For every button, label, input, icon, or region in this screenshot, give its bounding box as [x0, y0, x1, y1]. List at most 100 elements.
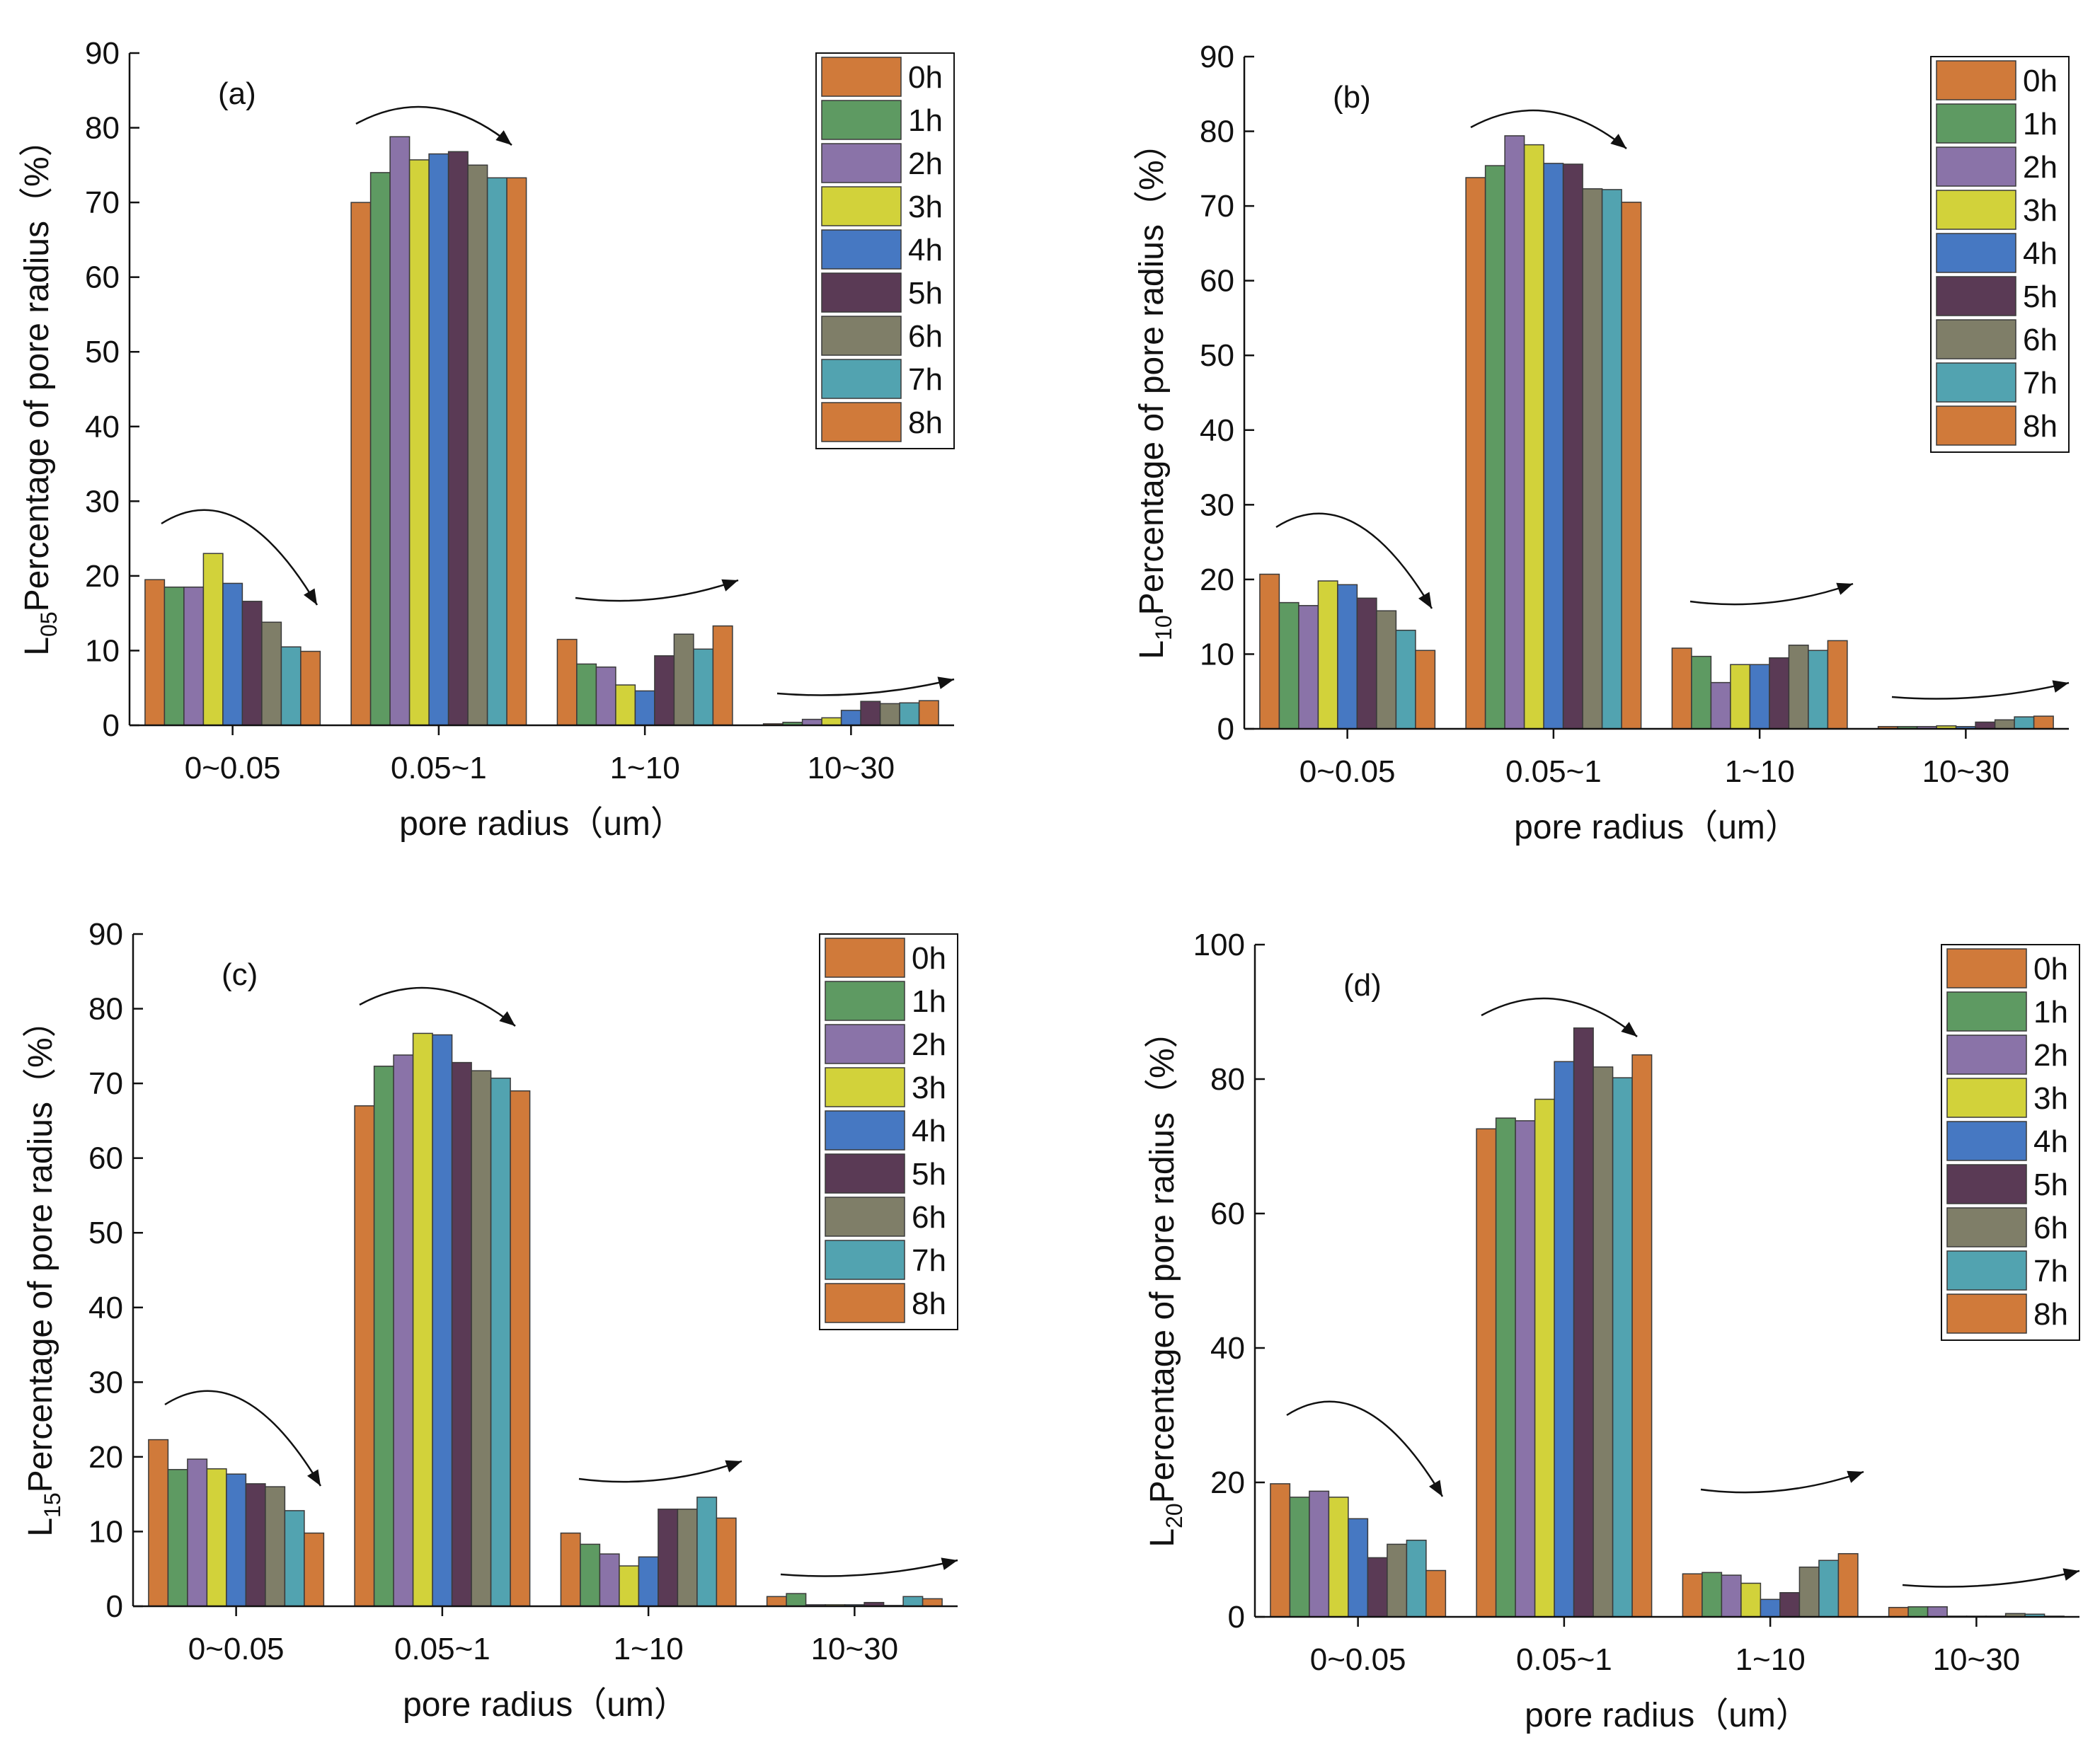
panel-label: (d): [1343, 968, 1382, 1003]
legend-label-5h: 5h: [908, 276, 943, 311]
y-axis-title: L15Percentage of pore radius（%）: [22, 1003, 65, 1536]
legend-label-0h: 0h: [2033, 952, 2068, 986]
legend-label-6h: 6h: [2033, 1211, 2068, 1245]
legend-label-1h: 1h: [2033, 995, 2068, 1030]
panel-label: (c): [222, 957, 258, 992]
trend-arrow: [575, 579, 739, 602]
bar-5h-1: [1562, 163, 1583, 730]
legend-swatch-0h: [825, 938, 905, 978]
trend-arrowhead: [304, 588, 317, 605]
trend-arrow: [578, 1460, 742, 1483]
bar-3h-0: [1328, 1497, 1349, 1618]
legend-swatch-4h: [1946, 1121, 2027, 1161]
legend-swatch-7h: [1946, 1250, 2027, 1291]
legend-swatch-5h: [821, 272, 902, 313]
bar-7h-0: [280, 646, 302, 726]
x-tick-label: 1~10: [1725, 754, 1795, 789]
legend-label-6h: 6h: [908, 319, 943, 354]
bar-7h-0: [1406, 1539, 1427, 1618]
panel-label: (b): [1333, 80, 1371, 115]
legend-swatch-6h: [821, 316, 902, 356]
trend-arrow: [780, 1559, 958, 1577]
y-tick-label: 10: [1200, 637, 1234, 672]
bar-6h-2: [1788, 645, 1809, 730]
bar-2h-1: [389, 136, 411, 726]
y-tick-label: 0: [1217, 712, 1234, 747]
trend-arrow: [1286, 1400, 1444, 1497]
bar-2h-3: [1927, 1606, 1948, 1618]
y-tick-label: 20: [1200, 563, 1234, 597]
bar-8h-1: [1621, 202, 1642, 730]
bar-5h-2: [1769, 657, 1790, 730]
bar-5h-0: [245, 1483, 266, 1607]
legend-swatch-0h: [821, 57, 902, 97]
bar-6h-0: [265, 1486, 286, 1607]
legend-label-6h: 6h: [2023, 323, 2058, 357]
x-axis-title: pore radius（um）: [399, 805, 684, 843]
legend-label-1h: 1h: [2023, 107, 2058, 142]
bar-1h-0: [163, 586, 185, 726]
bar-5h-3: [860, 701, 881, 726]
bar-0h-0: [148, 1439, 169, 1607]
bar-4h-2: [634, 690, 655, 726]
bar-8h-2: [1837, 1552, 1859, 1618]
bar-7h-2: [1808, 650, 1829, 730]
bar-0h-1: [350, 202, 372, 726]
bar-1h-1: [369, 172, 391, 726]
trend-arrow: [1275, 512, 1433, 609]
legend-swatch-7h: [1936, 362, 2016, 403]
bar-2h-3: [801, 718, 822, 726]
legend-swatch-3h: [825, 1067, 905, 1107]
legend-swatch-5h: [1946, 1164, 2027, 1204]
chart-panel-a: 0 10 20 30 40 50 60 70 80 90 0~0.05 0.05~1 1~10 10~30…: [18, 36, 955, 843]
bar-3h-1: [1534, 1098, 1555, 1618]
trend-arrowhead: [1836, 582, 1853, 595]
y-tick-label: 70: [1200, 189, 1234, 224]
y-tick-label: 60: [88, 1141, 123, 1176]
legend-label-2h: 2h: [2033, 1038, 2068, 1073]
x-tick-label: 10~30: [808, 751, 895, 785]
x-tick-label: 0.05~1: [1505, 754, 1602, 789]
bar-6h-1: [1582, 188, 1603, 730]
legend-swatch-3h: [1946, 1078, 2027, 1118]
y-tick-label: 30: [85, 484, 120, 519]
bar-7h-1: [486, 177, 507, 726]
trend-arrow: [161, 509, 319, 606]
y-tick-label: 10: [85, 633, 120, 668]
bar-1h-0: [1289, 1497, 1310, 1618]
legend-label-5h: 5h: [2033, 1168, 2068, 1202]
legend-swatch-2h: [825, 1024, 905, 1064]
y-tick-label: 80: [1200, 115, 1234, 149]
bar-2h-2: [599, 1553, 620, 1607]
bar-4h-1: [1554, 1061, 1575, 1618]
bar-7h-1: [490, 1077, 511, 1607]
bar-0h-0: [1259, 573, 1280, 730]
y-tick-label: 20: [88, 1440, 123, 1475]
bar-7h-1: [1612, 1077, 1633, 1618]
bar-2h-2: [1710, 681, 1731, 730]
bar-3h-0: [202, 553, 224, 726]
trend-arrow: [1689, 582, 1854, 606]
bar-2h-0: [183, 586, 205, 726]
bar-7h-2: [1818, 1560, 1840, 1618]
trend-arrow: [1470, 109, 1627, 149]
legend-swatch-8h: [1946, 1293, 2027, 1334]
bar-5h-1: [451, 1061, 472, 1607]
y-tick-label: 90: [85, 36, 120, 71]
x-tick-label: 0.05~1: [394, 1632, 490, 1666]
bar-6h-1: [1593, 1066, 1614, 1618]
legend-swatch-2h: [1946, 1035, 2027, 1075]
bar-0h-1: [1476, 1128, 1497, 1618]
bar-1h-2: [1702, 1572, 1723, 1618]
y-tick-label: 0: [1228, 1600, 1245, 1635]
bar-1h-1: [373, 1066, 394, 1607]
legend-label-4h: 4h: [2033, 1124, 2068, 1159]
bar-6h-0: [1387, 1543, 1408, 1618]
x-tick-label: 0.05~1: [391, 751, 487, 785]
bar-1h-2: [1691, 655, 1712, 730]
bar-2h-1: [1515, 1120, 1536, 1618]
legend-label-1h: 1h: [908, 103, 943, 138]
bar-2h-2: [1721, 1574, 1742, 1618]
bar-0h-3: [1888, 1606, 1909, 1618]
x-tick-label: 10~30: [1933, 1642, 2021, 1677]
